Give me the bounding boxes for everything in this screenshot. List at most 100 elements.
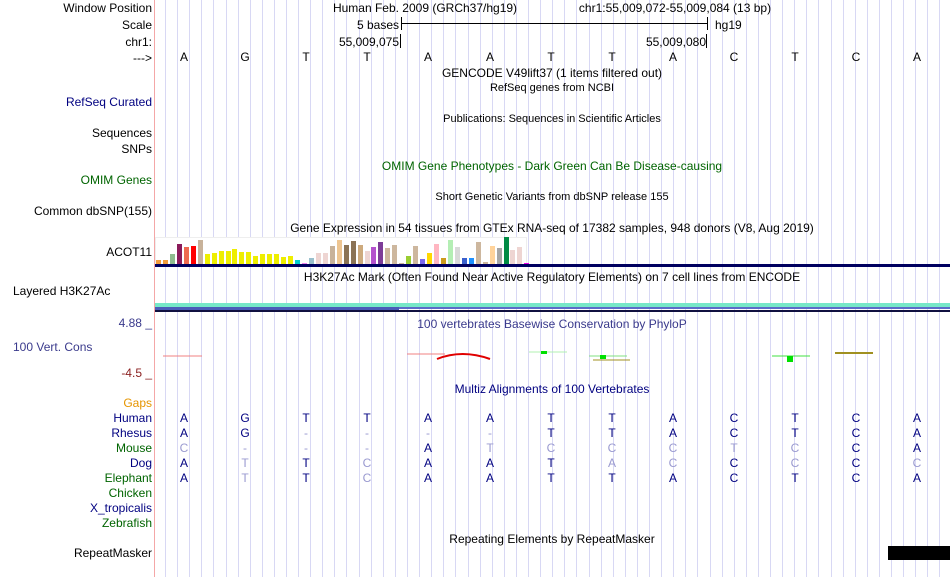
- gtex-tissue-bar[interactable]: [510, 250, 516, 264]
- grid-line: [734, 0, 735, 577]
- gtex-tissue-bar[interactable]: [197, 240, 203, 264]
- track-labels: Window Position Scale chr1: ---> RefSeq …: [0, 0, 154, 577]
- species-label-elephant[interactable]: Elephant: [104, 471, 152, 485]
- species-label-mouse[interactable]: Mouse: [115, 441, 152, 455]
- dbsnp-label[interactable]: Common dbSNP(155): [33, 204, 152, 218]
- gtex-tissue-bar[interactable]: [357, 245, 363, 264]
- gtex-tissue-bar[interactable]: [385, 248, 391, 264]
- h3k27-label[interactable]: Layered H3K27Ac: [13, 284, 111, 298]
- gtex-tissue-bar[interactable]: [176, 244, 182, 264]
- species-label-x_tropicalis[interactable]: X_tropicalis: [89, 501, 152, 515]
- omim-label[interactable]: OMIM Genes: [80, 173, 152, 187]
- species-label-zebrafish[interactable]: Zebrafish: [101, 516, 152, 530]
- species-label-chicken[interactable]: Chicken: [108, 486, 152, 500]
- alignment-base: T: [241, 456, 249, 470]
- gtex-tissue-bar[interactable]: [336, 240, 342, 264]
- gtex-tissue-bar[interactable]: [454, 247, 460, 264]
- gtex-tissue-bar[interactable]: [281, 257, 287, 264]
- grid-line: [613, 0, 614, 577]
- gtex-tissue-bar[interactable]: [295, 260, 300, 264]
- gtex-tissue-bar[interactable]: [322, 253, 328, 264]
- gtex-tissue-bar[interactable]: [475, 242, 481, 264]
- pubs-snps-label[interactable]: SNPs: [121, 142, 152, 156]
- gtex-tissue-bar[interactable]: [190, 246, 196, 264]
- gtex-tissue-bar[interactable]: [169, 254, 175, 264]
- gtex-tissue-bar[interactable]: [427, 253, 433, 264]
- gtex-tissue-bar[interactable]: [260, 254, 266, 264]
- alignment-base: A: [423, 441, 432, 455]
- gtex-tissue-bar[interactable]: [274, 254, 280, 264]
- gtex-tissue-bar[interactable]: [246, 252, 252, 264]
- gtex-tissue-bar[interactable]: [329, 246, 335, 264]
- grid-line: [915, 0, 916, 577]
- repeatmasker-label[interactable]: RepeatMasker: [73, 546, 152, 560]
- grid-line: [419, 0, 420, 577]
- gtex-tissue-bar[interactable]: [461, 258, 467, 264]
- pubs-sequences-label[interactable]: Sequences: [91, 126, 152, 140]
- alignment-base: C: [607, 441, 617, 455]
- refseq-label[interactable]: RefSeq Curated: [65, 95, 152, 109]
- strand-label: --->: [133, 51, 152, 65]
- gtex-tissue-bar[interactable]: [239, 252, 245, 264]
- gtex-tissue-bar[interactable]: [420, 259, 426, 264]
- alignment-base: T: [547, 411, 555, 425]
- gtex-tissue-bar[interactable]: [496, 248, 502, 264]
- gtex-tissue-bar[interactable]: [482, 262, 488, 264]
- gtex-bar-chart[interactable]: [155, 236, 535, 264]
- grid-line: [213, 0, 214, 577]
- gtex-tissue-bar[interactable]: [343, 245, 349, 264]
- gtex-tissue-bar[interactable]: [156, 260, 161, 264]
- position-readout: chr1:55,009,072-55,009,084 (13 bp): [578, 1, 772, 15]
- gtex-tissue-bar[interactable]: [503, 237, 509, 264]
- gtex-tissue-bar[interactable]: [204, 254, 210, 264]
- phylop-label[interactable]: 100 Vert. Cons: [13, 340, 93, 354]
- base-letter: T: [608, 50, 616, 64]
- alignment-base: C: [729, 426, 739, 440]
- base-letter: T: [302, 50, 310, 64]
- alignment-base: A: [668, 471, 677, 485]
- ruler-tick-left: [400, 34, 401, 48]
- gtex-tissue-bar[interactable]: [162, 260, 168, 264]
- gtex-tissue-bar[interactable]: [399, 263, 405, 264]
- alignment-base: A: [912, 441, 921, 455]
- gtex-tissue-bar[interactable]: [413, 246, 419, 264]
- gtex-tissue-bar[interactable]: [267, 254, 273, 264]
- species-label-human[interactable]: Human: [113, 411, 152, 425]
- gtex-tissue-bar[interactable]: [211, 253, 217, 264]
- gtex-tissue-bar[interactable]: [434, 244, 439, 264]
- gtex-tissue-bar[interactable]: [308, 258, 314, 264]
- gtex-tissue-bar[interactable]: [301, 263, 307, 264]
- gtex-tissue-bar[interactable]: [364, 251, 370, 264]
- grid-line: [552, 0, 553, 577]
- species-label-rhesus[interactable]: Rhesus: [111, 426, 152, 440]
- gtex-tissue-bar[interactable]: [447, 240, 453, 264]
- scale-bar-right-tick: [707, 17, 708, 30]
- gtex-tissue-bar[interactable]: [225, 251, 231, 264]
- alignment-base: T: [547, 471, 555, 485]
- gtex-tissue-bar[interactable]: [288, 256, 294, 264]
- gtex-tissue-bar[interactable]: [183, 247, 189, 264]
- alignment-base: T: [302, 471, 310, 485]
- gtex-tissue-bar[interactable]: [468, 258, 474, 264]
- gtex-tissue-bar[interactable]: [392, 245, 398, 264]
- gtex-tissue-bar[interactable]: [253, 256, 259, 264]
- repeatmasker-element[interactable]: [888, 546, 950, 560]
- gtex-tissue-bar[interactable]: [489, 246, 495, 264]
- gtex-tissue-bar[interactable]: [315, 253, 321, 264]
- gtex-tissue-bar[interactable]: [371, 247, 377, 264]
- alignment-base: C: [668, 456, 678, 470]
- gtex-tissue-bar[interactable]: [406, 256, 412, 264]
- species-label-dog[interactable]: Dog: [129, 456, 152, 470]
- gtex-tissue-bar[interactable]: [350, 241, 356, 264]
- gtex-tissue-bar[interactable]: [440, 258, 446, 264]
- gtex-tissue-bar[interactable]: [232, 249, 238, 264]
- track-image[interactable]: Human Feb. 2009 (GRCh37/hg19) chr1:55,00…: [155, 0, 950, 577]
- gtex-tissue-bar[interactable]: [524, 263, 530, 264]
- gtex-tissue-bar[interactable]: [517, 247, 523, 264]
- grid-line: [346, 0, 347, 577]
- gtex-tissue-bar[interactable]: [218, 251, 224, 264]
- gtex-tissue-bar[interactable]: [378, 242, 384, 264]
- phylop-plot[interactable]: [155, 340, 950, 370]
- gtex-label[interactable]: ACOT11: [106, 245, 152, 259]
- grid-line: [867, 0, 868, 577]
